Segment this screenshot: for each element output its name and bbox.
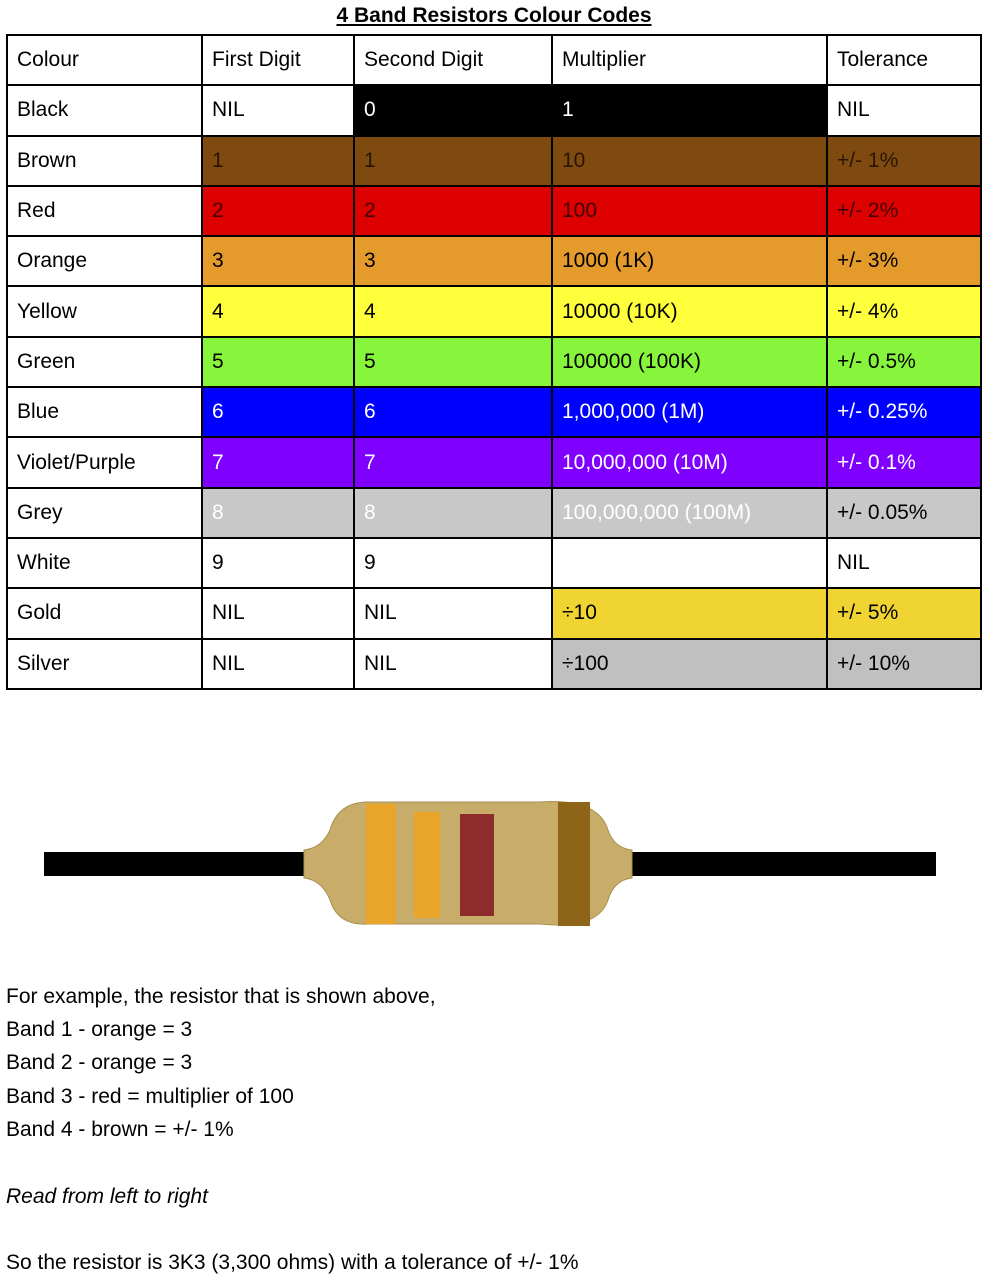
table-row: Gold NIL NIL ÷10 +/- 5%	[6, 587, 982, 640]
table-cell: Blue	[6, 386, 203, 439]
table-cell: NIL	[353, 637, 553, 690]
table-cell: NIL	[201, 587, 355, 640]
table-cell: 100,000,000 (100M)	[551, 486, 828, 539]
table-cell: Orange	[6, 235, 203, 288]
table-cell: 3	[353, 235, 553, 288]
table-cell: +/- 1%	[826, 134, 982, 187]
table-cell: +/- 2%	[826, 184, 982, 238]
table-cell: Black	[6, 84, 203, 137]
table-cell: 4	[353, 285, 553, 338]
text-line: Band 1 - orange = 3	[6, 1018, 193, 1041]
table-cell: 8	[201, 486, 355, 539]
header-cell: Tolerance	[826, 33, 982, 87]
table-cell: Gold	[6, 587, 203, 640]
header-cell: Second Digit	[353, 33, 553, 87]
table-row: Orange 3 3 1000 (1K) +/- 3%	[6, 235, 982, 288]
table-row: Green 5 5 100000 (100K) +/- 0.5%	[6, 335, 982, 389]
table-cell: Brown	[6, 134, 203, 187]
table-row: Brown 1 1 10 +/- 1%	[6, 134, 982, 187]
table-cell: 2	[353, 184, 553, 238]
table-row: Black NIL 0 1 NIL	[6, 84, 982, 137]
table-cell: 1000 (1K)	[551, 235, 828, 288]
table-cell: Violet/Purple	[6, 436, 203, 489]
table-cell: 6	[201, 386, 355, 439]
table-cell: 1	[551, 84, 828, 137]
conclusion: So the resistor is 3K3 (3,300 ohms) with…	[6, 1251, 579, 1274]
table-cell: 9	[353, 536, 553, 590]
table-cell: 10	[551, 134, 828, 187]
note: Read from left to right	[6, 1185, 208, 1208]
table-cell: 3	[201, 235, 355, 288]
table-cell: +/- 0.25%	[826, 386, 982, 439]
table-cell: NIL	[826, 536, 982, 590]
colour-table: Colour First Digit Second Digit Multiplier T…	[6, 33, 982, 690]
header-row: Colour First Digit Second Digit Multiplier T…	[6, 33, 982, 87]
table-row: Violet/Purple 7 7 10,000,000 (10M) +/- 0.1%	[6, 436, 982, 489]
table-cell: 1	[201, 134, 355, 187]
text-line: Band 3 - red = multiplier of 100	[6, 1085, 294, 1108]
table-cell: Red	[6, 184, 203, 238]
table-cell: Green	[6, 335, 203, 389]
header-cell: Colour	[6, 33, 203, 87]
table-cell: 9	[201, 536, 355, 590]
table-cell: +/- 4%	[826, 285, 982, 338]
text-line: For example, the resistor that is shown …	[6, 985, 436, 1008]
table-cell: NIL	[826, 84, 982, 137]
title: 4 Band Resistors Colour Codes	[336, 4, 652, 27]
table-cell: Yellow	[6, 285, 203, 338]
table-cell: NIL	[353, 587, 553, 640]
table-row: Grey 8 8 100,000,000 (100M) +/- 0.05%	[6, 486, 982, 539]
table-row: Silver NIL NIL ÷100 +/- 10%	[6, 637, 982, 690]
table-cell: 10000 (10K)	[551, 285, 828, 338]
table-cell: 8	[353, 486, 553, 539]
table-cell: +/- 0.1%	[826, 436, 982, 489]
table-cell: Silver	[6, 637, 203, 690]
table-cell: White	[6, 536, 203, 590]
table-cell: 1	[353, 134, 553, 187]
table-cell: Grey	[6, 486, 203, 539]
table-cell: ÷100	[551, 637, 828, 690]
text-line: Band 4 - brown = +/- 1%	[6, 1118, 234, 1141]
table-cell: 2	[201, 184, 355, 238]
table-cell: +/- 0.05%	[826, 486, 982, 539]
table-cell: NIL	[201, 84, 355, 137]
table-cell: 4	[201, 285, 355, 338]
text-line: Band 2 - orange = 3	[6, 1051, 193, 1074]
table-cell: 1,000,000 (1M)	[551, 386, 828, 439]
table-cell: +/- 3%	[826, 235, 982, 288]
header-cell: Multiplier	[551, 33, 828, 87]
table-cell: 7	[201, 436, 355, 489]
table-cell: 10,000,000 (10M)	[551, 436, 828, 489]
table-row: White 9 9 NIL	[6, 536, 982, 590]
table-row: Red 2 2 100 +/- 2%	[6, 184, 982, 238]
table-cell: +/- 5%	[826, 587, 982, 640]
table-cell: +/- 10%	[826, 637, 982, 690]
table-cell: 100000 (100K)	[551, 335, 828, 389]
table-cell: 7	[353, 436, 553, 489]
table-cell: 5	[201, 335, 355, 389]
header-cell: First Digit	[201, 33, 355, 87]
table-cell: NIL	[201, 637, 355, 690]
table-cell: 5	[353, 335, 553, 389]
table-row: Blue 6 6 1,000,000 (1M) +/- 0.25%	[6, 386, 982, 439]
table-row: Yellow 4 4 10000 (10K) +/- 4%	[6, 285, 982, 338]
resistor-illustration	[44, 801, 936, 926]
table-cell	[551, 536, 828, 590]
table-cell: +/- 0.5%	[826, 335, 982, 389]
table-cell: 6	[353, 386, 553, 439]
table-cell: 100	[551, 184, 828, 238]
table-cell: ÷10	[551, 587, 828, 640]
table-cell: 0	[353, 84, 553, 137]
